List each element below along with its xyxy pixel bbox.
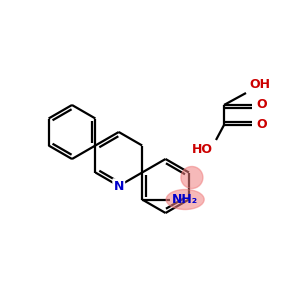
Circle shape (181, 167, 203, 188)
Text: OH: OH (249, 78, 270, 91)
Text: HO: HO (192, 143, 213, 156)
Text: O: O (256, 98, 267, 112)
Text: NH₂: NH₂ (172, 193, 198, 206)
Ellipse shape (166, 190, 204, 209)
Text: N: N (114, 179, 124, 193)
Text: O: O (256, 118, 267, 131)
